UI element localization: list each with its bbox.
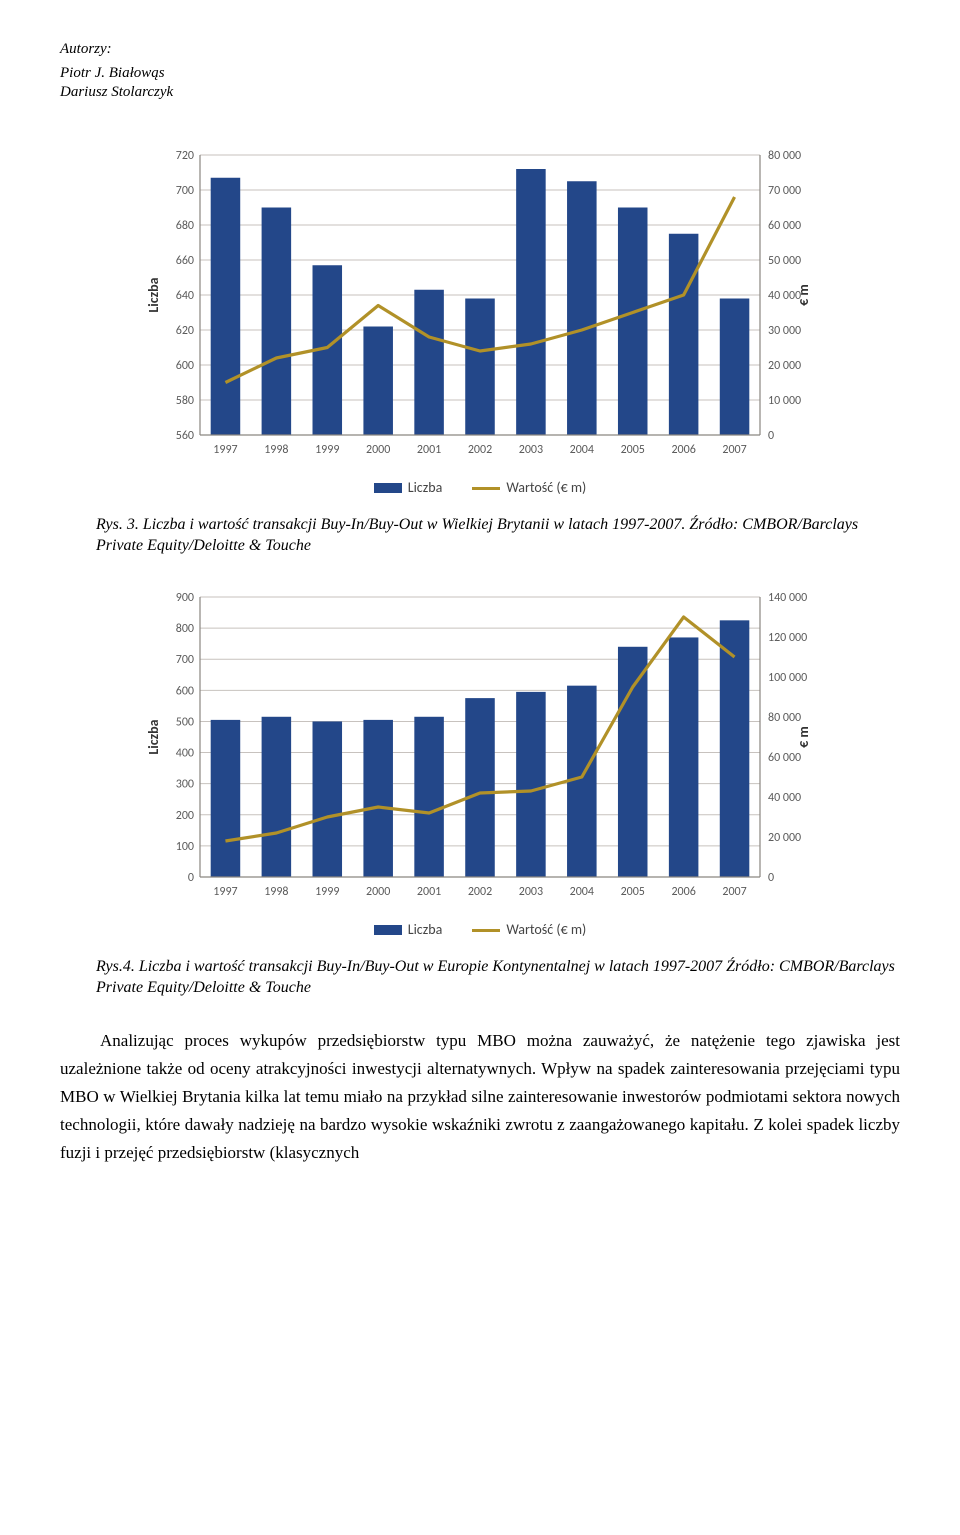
svg-text:600: 600 (176, 684, 194, 698)
svg-text:2006: 2006 (671, 443, 695, 457)
svg-text:10 000: 10 000 (768, 394, 801, 408)
svg-text:70 000: 70 000 (768, 184, 801, 198)
chart-1-caption: Rys. 3. Liczba i wartość transakcji Buy-… (96, 514, 900, 557)
svg-text:300: 300 (176, 777, 194, 791)
svg-text:20 000: 20 000 (768, 359, 801, 373)
legend-line: Wartość (€ m) (472, 479, 586, 496)
chart-2-caption: Rys.4. Liczba i wartość transakcji Buy-I… (96, 956, 900, 999)
svg-text:30 000: 30 000 (768, 324, 801, 338)
svg-text:560: 560 (176, 429, 194, 443)
svg-text:1997: 1997 (213, 885, 237, 899)
svg-text:720: 720 (176, 149, 194, 163)
authors-label: Autorzy: (60, 40, 900, 60)
svg-text:660: 660 (176, 254, 194, 268)
svg-text:620: 620 (176, 324, 194, 338)
svg-text:700: 700 (176, 184, 194, 198)
svg-text:80 000: 80 000 (768, 149, 801, 163)
svg-text:2000: 2000 (366, 885, 390, 899)
svg-text:900: 900 (176, 591, 194, 605)
svg-text:2004: 2004 (570, 443, 594, 457)
svg-text:2000: 2000 (366, 443, 390, 457)
svg-text:500: 500 (176, 715, 194, 729)
chart-2-legend: Liczba Wartość (€ m) (140, 921, 820, 938)
chart-1: 560 580 600 620 640 660 680 700 720 0 10 000 20 000… (140, 143, 820, 496)
svg-text:60 000: 60 000 (768, 219, 801, 233)
svg-text:2007: 2007 (722, 443, 746, 457)
svg-text:50 000: 50 000 (768, 254, 801, 268)
svg-text:80 000: 80 000 (768, 711, 801, 725)
svg-text:1998: 1998 (264, 443, 288, 457)
svg-text:1997: 1997 (213, 443, 237, 457)
svg-text:100 000: 100 000 (768, 671, 807, 685)
svg-text:0: 0 (768, 871, 774, 885)
svg-text:2003: 2003 (519, 885, 543, 899)
chart-1-svg: 560 580 600 620 640 660 680 700 720 0 10 000 20 000… (140, 143, 820, 473)
svg-text:2004: 2004 (570, 885, 594, 899)
legend-bar: Liczba (374, 479, 443, 496)
svg-text:2002: 2002 (468, 885, 492, 899)
svg-text:800: 800 (176, 622, 194, 636)
svg-text:1998: 1998 (264, 885, 288, 899)
svg-text:700: 700 (176, 653, 194, 667)
svg-text:60 000: 60 000 (768, 751, 801, 765)
authors-header: Autorzy: Piotr J. Białowąs Dariusz Stola… (60, 40, 900, 103)
body-text: Analizując proces wykupów przedsiębiorst… (60, 1027, 900, 1167)
svg-text:600: 600 (176, 359, 194, 373)
svg-text:640: 640 (176, 289, 194, 303)
svg-text:1999: 1999 (315, 443, 339, 457)
svg-text:140 000: 140 000 (768, 591, 807, 605)
svg-text:580: 580 (176, 394, 194, 408)
author-2: Dariusz Stolarczyk (60, 83, 900, 103)
svg-text:400: 400 (176, 746, 194, 760)
svg-text:Liczba: Liczba (145, 719, 162, 754)
svg-text:1999: 1999 (315, 885, 339, 899)
svg-text:2001: 2001 (417, 885, 441, 899)
svg-text:120 000: 120 000 (768, 631, 807, 645)
svg-text:2005: 2005 (621, 443, 645, 457)
chart-1-legend: Liczba Wartość (€ m) (140, 479, 820, 496)
svg-text:2006: 2006 (671, 885, 695, 899)
svg-text:€ m: € m (795, 284, 812, 306)
svg-text:2002: 2002 (468, 443, 492, 457)
svg-text:Liczba: Liczba (145, 277, 162, 312)
svg-text:20 000: 20 000 (768, 831, 801, 845)
legend-bar: Liczba (374, 921, 443, 938)
svg-text:2007: 2007 (722, 885, 746, 899)
legend-line: Wartość (€ m) (472, 921, 586, 938)
svg-text:40 000: 40 000 (768, 791, 801, 805)
svg-text:2003: 2003 (519, 443, 543, 457)
svg-text:0: 0 (188, 871, 194, 885)
svg-text:€ m: € m (795, 726, 812, 748)
chart-2-svg: 0 100 200 300 400 500 600 700 800 900 0 20 000 40 00… (140, 585, 820, 915)
chart-2: 0 100 200 300 400 500 600 700 800 900 0 20 000 40 00… (140, 585, 820, 938)
svg-text:2001: 2001 (417, 443, 441, 457)
svg-text:680: 680 (176, 219, 194, 233)
svg-text:0: 0 (768, 429, 774, 443)
svg-text:2005: 2005 (621, 885, 645, 899)
svg-text:100: 100 (176, 840, 194, 854)
author-1: Piotr J. Białowąs (60, 64, 900, 84)
body-para-1: Analizując proces wykupów przedsiębiorst… (60, 1027, 900, 1167)
svg-text:200: 200 (176, 808, 194, 822)
